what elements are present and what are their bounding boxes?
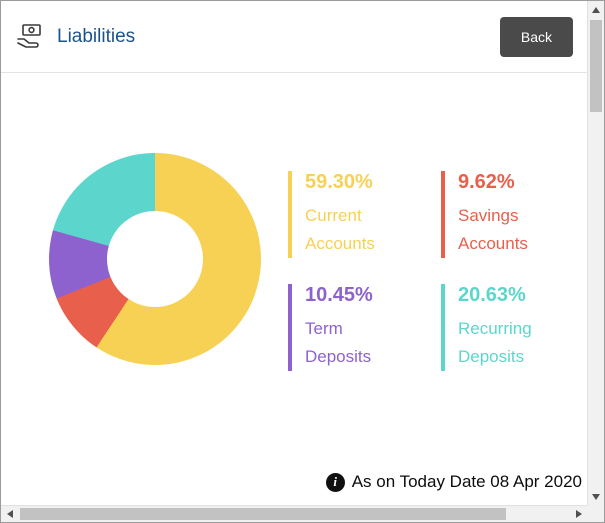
scroll-left-button[interactable] (1, 506, 18, 522)
back-button[interactable]: Back (499, 16, 573, 57)
horizontal-scroll-track[interactable] (18, 506, 570, 522)
as-on-date: i As on Today Date 08 Apr 2020 (325, 472, 582, 492)
legend-value-recurring-deposits: 20.63% (458, 284, 526, 307)
donut-hole (107, 211, 203, 307)
chevron-down-icon (592, 493, 600, 500)
vertical-scrollbar[interactable] (587, 1, 604, 505)
legend-label-savings-accounts: Savings Accounts (458, 206, 528, 254)
page-title: Liabilities (57, 25, 136, 47)
legend-value-term-deposits: 10.45% (305, 284, 373, 307)
chevron-up-icon (592, 6, 600, 13)
legend-label-term-deposits: Term Deposits (305, 319, 372, 367)
horizontal-scrollbar[interactable] (1, 505, 587, 522)
legend-value-savings-accounts: 9.62% (458, 171, 515, 193)
chevron-left-icon (6, 510, 13, 518)
as-on-text: As on Today Date 08 Apr 2020 (351, 472, 582, 491)
legend-item-current-accounts: 59.30% Current Accounts (288, 171, 397, 259)
header: Liabilities Back (1, 1, 587, 73)
legend-value-current-accounts: 59.30% (305, 171, 373, 193)
scroll-up-button[interactable] (588, 1, 604, 18)
vertical-scroll-track[interactable] (588, 18, 604, 488)
legend-item-recurring-deposits: 20.63% Recurring Deposits (441, 284, 550, 372)
scroll-down-button[interactable] (588, 488, 604, 505)
legend-label-current-accounts: Current Accounts (305, 206, 375, 254)
legend: 59.30% Current Accounts 9.62% Savings Ac… (288, 171, 550, 372)
legend-label-recurring-deposits: Recurring Deposits (458, 319, 532, 367)
legend-item-term-deposits: 10.45% Term Deposits (288, 284, 397, 372)
scrollbar-corner (587, 505, 604, 522)
legend-item-savings-accounts: 9.62% Savings Accounts (441, 171, 550, 259)
scroll-right-button[interactable] (570, 506, 587, 522)
cash-in-hand-icon (15, 21, 47, 53)
horizontal-scroll-thumb[interactable] (20, 508, 506, 520)
vertical-scroll-thumb[interactable] (590, 20, 602, 112)
donut-chart[interactable] (49, 153, 261, 365)
info-icon: i (325, 472, 345, 492)
chevron-right-icon (575, 510, 582, 518)
